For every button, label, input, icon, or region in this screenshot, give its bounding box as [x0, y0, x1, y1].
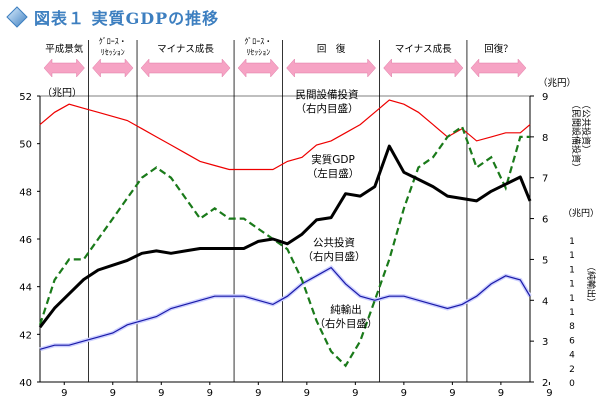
right2-tick-label: 1 — [569, 294, 575, 304]
phase-arrow — [140, 58, 231, 78]
right1-tick-label: 7 — [542, 174, 548, 185]
series-label-public: （右内目盛） — [303, 250, 366, 263]
right2-tick-label: 1 — [569, 308, 575, 318]
left-axis-unit: （兆円） — [42, 87, 82, 99]
left-tick-label: 50 — [19, 140, 32, 151]
phase-label: マイナス成長 — [157, 43, 214, 55]
right1-tick-label: 2 — [542, 378, 548, 389]
series-label-capex: 民間設備投資 — [296, 88, 359, 101]
series-labels: 実質GDP（左目盛）民間設備投資（右内目盛）公共投資（右内目盛）純輸出（右外目盛… — [296, 88, 378, 330]
right2-axis-unit: （兆円） — [563, 208, 599, 219]
right1-tick-label: 6 — [542, 215, 548, 226]
phase-label: ﾘｾｯｼｮﾝ — [246, 48, 270, 57]
right1-tick-label: 9 — [542, 92, 548, 103]
chart-title-group: 図表１ 実質GDPの推移 — [6, 2, 219, 32]
right2-tick-label: 6 — [569, 336, 575, 346]
phase-label: ｸﾞﾛｰｽ・ — [244, 37, 272, 46]
series-line-gdp — [38, 144, 532, 329]
x-tick-label: 9 — [207, 388, 213, 399]
x-tick-label: 9 — [255, 388, 261, 399]
diamond-icon — [6, 6, 28, 28]
phase-bar: 平成景気 ｸﾞﾛｰｽ・ ﾘｾｯｼｮﾝ マイナス成長 ｸﾞﾛｰｽ・ ﾘｾｯｼｮﾝ 回 復 マイナ… — [43, 37, 527, 78]
x-tick-label: 9 — [352, 388, 358, 399]
right2-tick-label: 1 — [569, 251, 575, 261]
right2-tick-label: 1 — [569, 280, 575, 290]
series-label-gdp: 実質GDP — [311, 153, 355, 166]
right2-tick-label: 1 — [569, 237, 575, 247]
chart-title: 図表１ 実質GDPの推移 — [34, 9, 220, 28]
left-tick-label: 52 — [19, 92, 32, 103]
phase-arrow — [92, 58, 134, 78]
x-tick-label: 9 — [401, 388, 407, 399]
phase-arrow — [43, 58, 85, 78]
right2-tick-label: 0 — [569, 379, 575, 389]
phase-label: ﾘｾｯｼｮﾝ — [101, 48, 125, 57]
right1-tick-label: 3 — [542, 337, 548, 348]
series-public-halo — [39, 265, 532, 352]
series-line-net_exports — [38, 124, 530, 368]
right2-side-label: （純輸出） — [585, 262, 597, 307]
phase-dividers — [88, 40, 468, 382]
x-tick-label: 9 — [158, 388, 164, 399]
series-label-net_exports: （右外目盛） — [315, 317, 378, 330]
x-tick-label: 9 — [304, 388, 310, 399]
right2-tick-label: 8 — [569, 322, 575, 332]
right2-tick-label: 1 — [569, 265, 575, 275]
x-tick-label: 9 — [546, 388, 552, 399]
right1-side-label: （民間設備投資） — [570, 100, 582, 172]
left-tick-label: 42 — [19, 330, 32, 341]
phase-arrow — [286, 58, 376, 78]
series-line-capex — [39, 99, 531, 171]
x-tick-label: 9 — [61, 388, 67, 399]
x-tick-label: 9 — [449, 388, 455, 399]
right1-side-label: （公共投資） — [580, 100, 592, 154]
left-tick-label: 46 — [19, 235, 32, 246]
phase-label: 平成景気 — [45, 43, 84, 55]
phase-label: 回 復 — [317, 43, 346, 55]
phase-arrow — [470, 58, 527, 78]
phase-label: ｸﾞﾛｰｽ・ — [99, 37, 127, 46]
left-tick-label: 48 — [19, 187, 32, 198]
chart-series — [38, 99, 532, 368]
right1-tick-label: 4 — [542, 296, 548, 307]
x-tick-label: 9 — [110, 388, 116, 399]
left-tick-label: 40 — [19, 378, 32, 389]
right1-axis-unit: （兆円） — [538, 77, 576, 89]
series-label-capex: （右内目盛） — [296, 102, 359, 115]
phase-arrow — [237, 58, 279, 78]
right2-tick-label: 4 — [569, 351, 575, 361]
series-line-public — [39, 266, 531, 350]
right2-tick-label: 2 — [569, 365, 575, 375]
left-tick-label: 44 — [19, 283, 32, 294]
series-label-gdp: （左目盛） — [307, 167, 360, 180]
right1-tick-label: 8 — [542, 133, 548, 144]
phase-label: マイナス成長 — [395, 43, 452, 55]
x-tick-label: 9 — [498, 388, 504, 399]
phase-arrow — [383, 58, 464, 78]
series-label-public: 公共投資 — [313, 236, 355, 249]
phase-label: 回復？ — [484, 43, 513, 55]
series-label-net_exports: 純輸出 — [330, 303, 362, 316]
right1-tick-label: 5 — [542, 255, 548, 266]
